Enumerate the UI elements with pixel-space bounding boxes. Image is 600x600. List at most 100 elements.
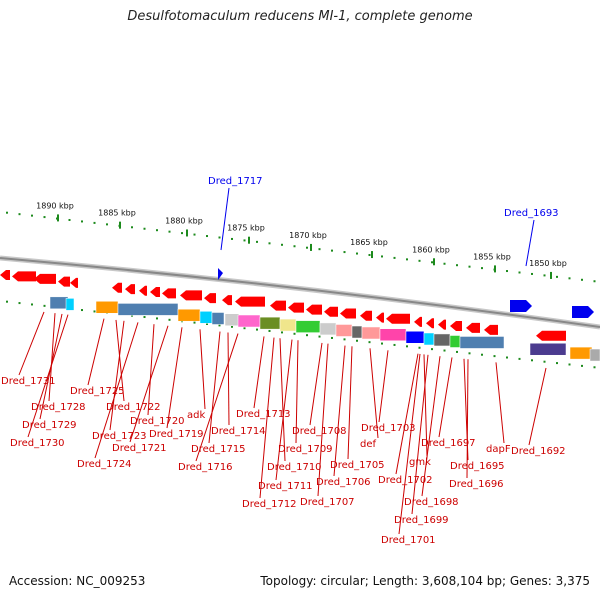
gene-label: Dred_1702 (378, 475, 433, 486)
tick-dot (131, 226, 133, 229)
cds-block (49, 296, 69, 310)
gene-arrow (414, 316, 422, 327)
tick-dot (6, 211, 8, 214)
cds-block (361, 326, 381, 340)
tick-dot (381, 255, 383, 258)
tick-dot (343, 251, 346, 254)
backbone (0, 255, 600, 330)
gene-arrow (536, 330, 566, 341)
leader-line (395, 353, 419, 475)
tick-dot (456, 350, 458, 353)
major-tick (186, 229, 188, 237)
scale-tick-label: 1875 kbp (227, 224, 265, 233)
gene-arrow (139, 285, 147, 296)
tick-dot (6, 300, 8, 303)
cds-block (589, 348, 600, 362)
leader-line (495, 362, 505, 444)
cds-block (351, 325, 363, 339)
gene-label: Dred_1715 (191, 444, 246, 455)
scale-tick-label: 1880 kbp (165, 216, 203, 225)
scale-tick-label: 1865 kbp (350, 238, 388, 247)
gene-label: Dred_1713 (236, 409, 291, 420)
tick-dot (418, 259, 421, 262)
tick-dot (343, 338, 346, 341)
tick-dot (493, 355, 496, 358)
cds-block (237, 314, 261, 328)
gene-label: Dred_1724 (77, 459, 132, 470)
gene-arrow (360, 310, 372, 321)
tick-dot (368, 341, 371, 344)
gene-arrow (222, 295, 232, 306)
tick-dot (243, 327, 246, 330)
tick-dot (443, 262, 446, 265)
major-tick (371, 251, 373, 259)
cds-block (279, 318, 297, 332)
tick-dot (68, 218, 71, 221)
tick-dot (568, 363, 571, 366)
leader-line (466, 359, 469, 479)
scale-tick-label: 1890 kbp (36, 201, 74, 210)
tick-dot (193, 233, 196, 236)
tick-dot (268, 242, 271, 245)
tick-dot (106, 223, 108, 226)
tick-dot (581, 364, 583, 367)
gene-label: def (360, 439, 377, 450)
tick-dot (393, 256, 396, 259)
leader-line (275, 339, 293, 481)
tick-dot (43, 304, 46, 307)
tick-dot (418, 346, 421, 349)
scale-tick-label: 1885 kbp (98, 209, 136, 218)
leader-line (398, 353, 421, 535)
cds-block (177, 308, 201, 322)
genome-summary-text: Topology: circular; Length: 3,608,104 bp… (260, 574, 590, 588)
gene-label: Dred_1725 (70, 386, 125, 397)
cds-block (433, 333, 451, 347)
tick-dot (506, 356, 508, 359)
gene-arrow (204, 293, 216, 304)
tick-dot (431, 261, 433, 264)
gene-label: Dred_1719 (149, 429, 204, 440)
highlight-gene-1717 (218, 268, 223, 280)
tick-dot (18, 302, 21, 305)
tick-dot (156, 229, 158, 232)
scale-tick-label: 1870 kbp (289, 231, 327, 240)
leader-line (208, 331, 221, 444)
leader-line (421, 356, 441, 497)
leader-line (347, 346, 353, 460)
leader-line (227, 332, 230, 426)
tick-dot (393, 343, 396, 346)
cds-block (95, 301, 119, 314)
gene-label: Dred_1730 (10, 438, 65, 449)
cds-block (319, 322, 337, 336)
gene-arrow (235, 296, 265, 307)
tick-dot (556, 362, 558, 365)
tick-dot (31, 214, 33, 217)
tick-dot (206, 235, 208, 238)
tick-dot (381, 342, 383, 345)
gene-label: gmk (409, 457, 431, 468)
tick-dot (531, 359, 533, 362)
highlight-gene-label: Dred_1693 (504, 208, 559, 219)
gene-label: Dred_1696 (449, 479, 504, 490)
tick-dot (231, 237, 233, 240)
gene-label: Dred_1729 (22, 420, 77, 431)
leader-line (147, 324, 155, 416)
leader-line (195, 333, 239, 462)
highlighted-gene-labels: Dred_1717 Dred_1693 (208, 176, 559, 267)
gene-label: Dred_1716 (178, 462, 233, 473)
gene-label: Dred_1710 (267, 462, 322, 473)
tick-dot (256, 240, 258, 243)
gene-label: Dred_1723 (92, 431, 147, 442)
gene-arrow (150, 287, 160, 297)
tick-dot (356, 252, 358, 255)
tick-dot (306, 246, 308, 249)
tick-dot (443, 349, 446, 352)
major-tick (57, 214, 59, 222)
tick-dot (318, 335, 321, 338)
gene-arrow (324, 306, 338, 317)
gene-arrow (438, 319, 446, 330)
tick-dot (93, 221, 96, 224)
leader-line (438, 357, 453, 438)
tick-dot (481, 267, 483, 270)
tick-dot (568, 277, 571, 280)
